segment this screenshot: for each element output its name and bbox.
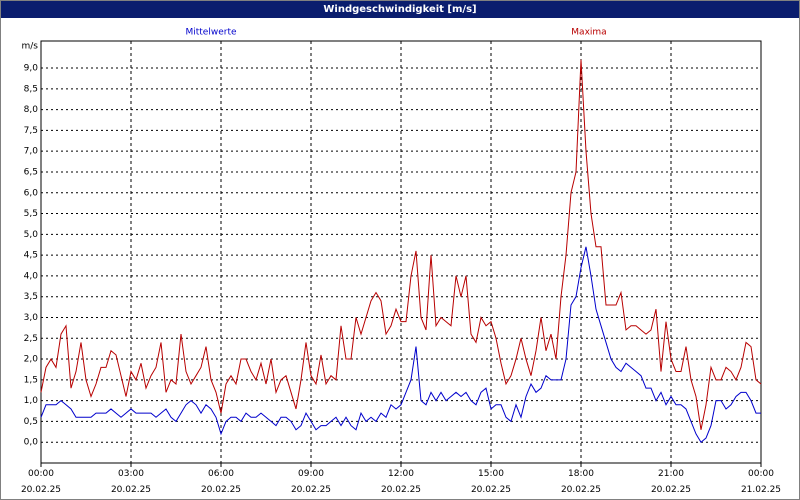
y-tick-label: 6,0 xyxy=(24,188,39,198)
x-tick-label: 09:00 20.02.25 xyxy=(290,469,332,495)
y-tick-label: 3,5 xyxy=(24,292,38,302)
x-tick-label: 15:00 20.02.25 xyxy=(470,469,512,495)
chart-title: Windgeschwindigkeit [m/s] xyxy=(1,1,799,18)
y-tick-label: 7,0 xyxy=(24,147,39,157)
data-line xyxy=(40,246,761,443)
y-tick-label: 1,5 xyxy=(24,375,38,385)
legend-entry: Mittelwerte xyxy=(185,28,236,38)
x-tick-label: 00:00 20.02.25 xyxy=(20,469,62,495)
y-tick-label: 3,0 xyxy=(24,313,39,323)
y-tick-label: 7,5 xyxy=(24,126,38,136)
y-tick-label: 9,0 xyxy=(24,64,39,74)
y-tick-label: 4,0 xyxy=(24,271,39,281)
y-tick-label: 6,5 xyxy=(24,167,38,177)
x-tick-label: 00:00 21.02.25 xyxy=(740,469,782,495)
y-tick-label: 2,0 xyxy=(24,355,39,365)
plot-frame xyxy=(40,40,762,464)
x-tick-label: 21:00 20.02.25 xyxy=(650,469,692,495)
y-tick-label: 5,0 xyxy=(24,230,39,240)
x-tick-label: 03:00 20.02.25 xyxy=(110,469,152,495)
y-tick-label: 5,5 xyxy=(24,209,38,219)
legend-entry: Maxima xyxy=(571,28,606,38)
y-axis-label: m/s xyxy=(22,42,39,52)
y-tick-label: 0,5 xyxy=(24,417,38,427)
y-tick-label: 8,0 xyxy=(24,105,39,115)
data-line xyxy=(40,59,762,430)
x-tick-label: 18:00 20.02.25 xyxy=(560,469,602,495)
y-tick-label: 0,0 xyxy=(24,438,39,448)
x-tick-label: 06:00 20.02.25 xyxy=(200,469,242,495)
y-tick-label: 2,5 xyxy=(24,334,38,344)
y-tick-label: 1,0 xyxy=(24,396,39,406)
y-tick-label: 8,5 xyxy=(24,84,38,94)
y-tick-label: 4,5 xyxy=(24,251,38,261)
x-tick-label: 12:00 20.02.25 xyxy=(380,469,422,495)
